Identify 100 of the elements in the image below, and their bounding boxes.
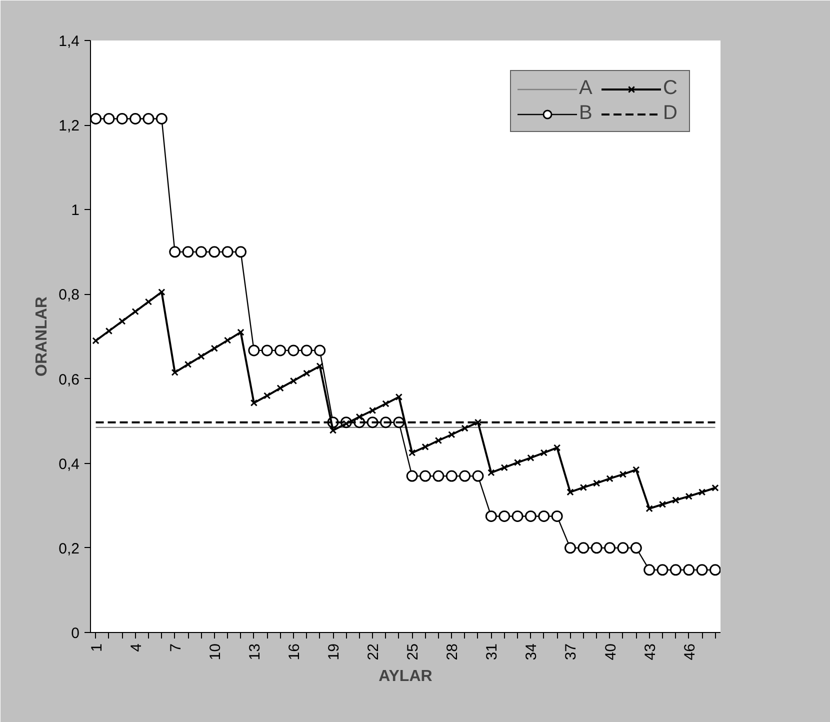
x-tick-label: 1: [88, 644, 106, 652]
point: [171, 368, 178, 376]
point: [329, 426, 337, 434]
point: [198, 352, 205, 360]
point: [619, 470, 627, 478]
point: [527, 454, 534, 462]
x-tick-label: 37: [562, 643, 580, 660]
point: [261, 344, 273, 356]
point: [314, 344, 326, 356]
point: [538, 510, 550, 522]
point: [709, 564, 720, 576]
point: [432, 470, 444, 482]
point: [210, 344, 218, 352]
point: [142, 112, 154, 124]
point: [658, 500, 666, 508]
point: [580, 484, 588, 492]
y-tick-label: 0,4: [58, 456, 80, 473]
point: [551, 510, 563, 522]
point: [670, 564, 682, 576]
point: [696, 564, 708, 576]
point: [156, 112, 168, 124]
point: [656, 564, 668, 576]
point: [184, 360, 192, 368]
x-tick-label: 28: [444, 643, 462, 660]
point: [158, 288, 166, 296]
point: [685, 492, 692, 500]
point: [540, 449, 548, 456]
point: [420, 470, 432, 482]
point: [578, 542, 590, 554]
point: [566, 488, 574, 496]
point: [672, 496, 680, 504]
y-tick-label: 0,6: [58, 371, 80, 388]
y-tick-label: 1,2: [58, 118, 80, 135]
point: [276, 384, 284, 392]
point: [288, 344, 300, 356]
point: [617, 542, 629, 554]
point: [630, 542, 642, 554]
point: [208, 246, 220, 258]
point: [90, 112, 102, 124]
point: [553, 444, 561, 452]
legend-label: C: [663, 77, 678, 100]
point: [224, 336, 232, 344]
point: [448, 431, 456, 438]
point: [498, 510, 510, 522]
x-tick-label: 4: [128, 644, 145, 652]
point: [408, 449, 416, 456]
y-tick-label: 0,2: [58, 540, 80, 558]
point: [182, 246, 194, 258]
point: [382, 400, 390, 408]
point: [422, 443, 429, 450]
point: [564, 542, 576, 554]
y-tick-label: 0: [71, 625, 80, 642]
x-tick-label: 46: [681, 643, 698, 660]
x-tick-label: 43: [642, 643, 659, 660]
point: [683, 564, 695, 576]
x-axis-title: AYLAR: [378, 668, 433, 686]
point: [472, 470, 484, 482]
y-tick-label: 0,8: [58, 286, 80, 304]
y-axis-title: ORANLAR: [34, 296, 51, 376]
point: [264, 392, 271, 400]
y-tick-label: 1,4: [58, 33, 80, 50]
point: [593, 480, 600, 487]
point: [303, 370, 310, 377]
point: [488, 469, 495, 476]
point: [395, 393, 402, 401]
point: [604, 542, 616, 554]
x-tick-label: 13: [246, 643, 264, 660]
legend-label: D: [663, 102, 678, 125]
x-tick-label: 22: [365, 643, 382, 660]
point: [316, 362, 324, 370]
point: [446, 470, 458, 482]
point: [222, 246, 234, 258]
point: [195, 246, 207, 258]
point: [590, 542, 602, 554]
point: [698, 488, 706, 496]
x-tick-label: 7: [167, 644, 184, 652]
x-tick-label: 19: [326, 643, 343, 660]
point: [434, 436, 442, 444]
point: [103, 112, 115, 124]
y-tick-label: 1: [71, 202, 80, 220]
x-tick-label: 25: [404, 643, 422, 660]
point: [235, 246, 246, 258]
point: [248, 344, 260, 356]
point: [144, 298, 152, 306]
point: [485, 510, 497, 522]
point: [274, 344, 286, 356]
x-tick-label: 16: [286, 643, 303, 660]
point: [459, 470, 471, 482]
point: [130, 112, 142, 124]
point: [606, 475, 614, 482]
point: [237, 328, 244, 336]
x-tick-label: 31: [484, 643, 501, 660]
point: [169, 246, 181, 258]
point: [632, 466, 640, 474]
point: [132, 308, 139, 316]
point: [514, 458, 522, 466]
point: [105, 327, 113, 335]
point: [368, 406, 376, 414]
x-tick-label: 10: [206, 643, 224, 660]
point: [461, 424, 468, 432]
